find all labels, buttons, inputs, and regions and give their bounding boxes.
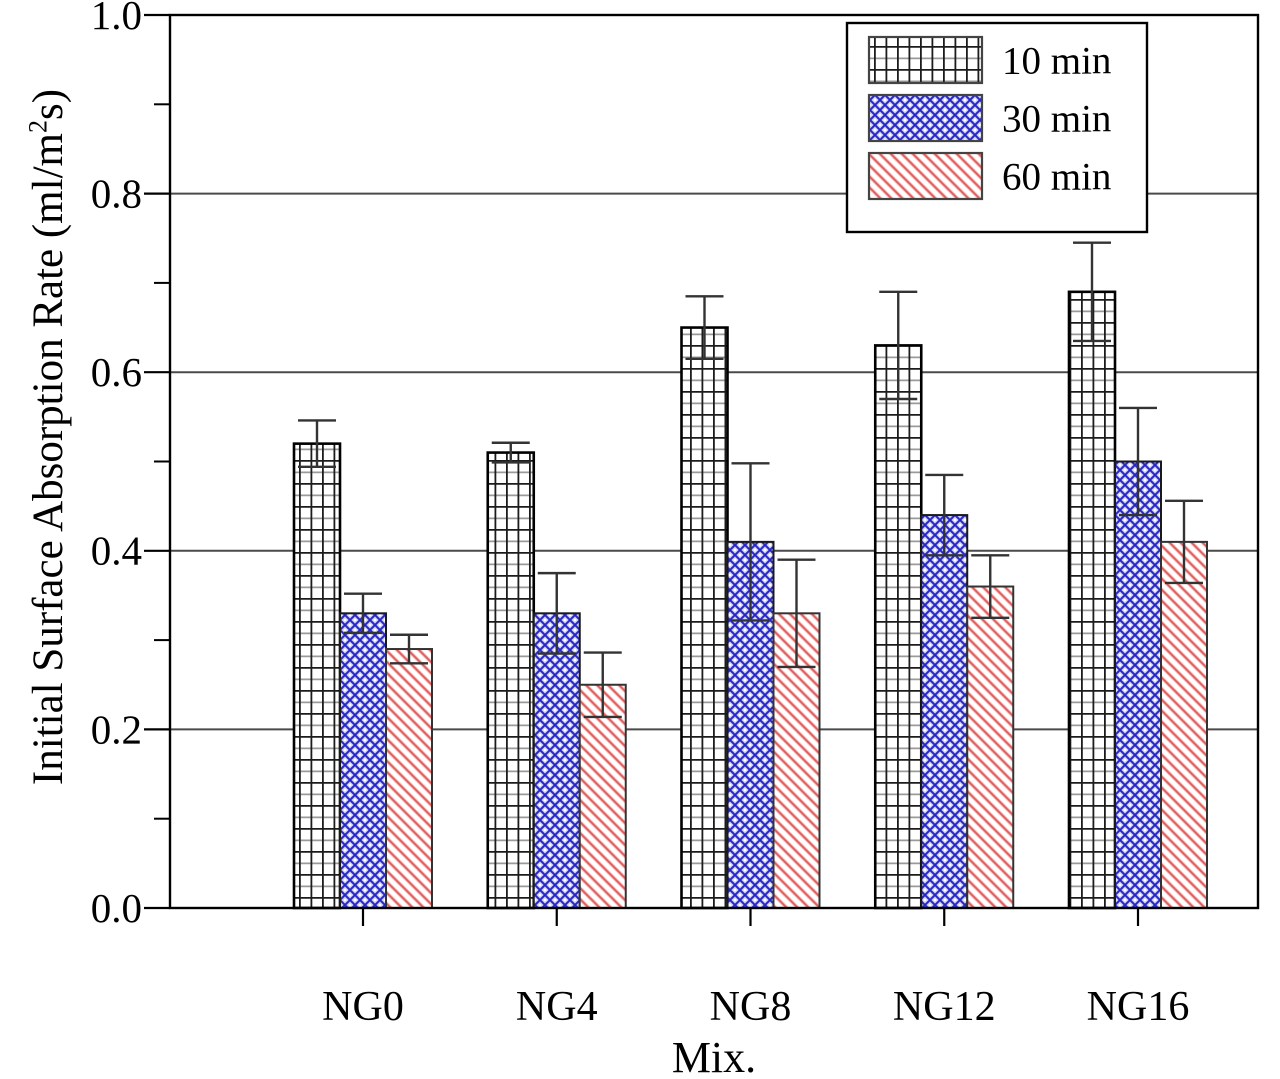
bar-30min-NG4 bbox=[532, 612, 581, 909]
bar-10min-NG4 bbox=[486, 451, 536, 910]
error-bar-60min-NG0 bbox=[390, 633, 428, 665]
legend-label-10min: 10 min bbox=[1002, 39, 1111, 82]
error-bar-10min-NG12 bbox=[879, 290, 918, 401]
error-bar-30min-NG12 bbox=[925, 473, 964, 557]
bar-60min-NG4 bbox=[578, 683, 627, 909]
bar-30min-NG0 bbox=[339, 612, 387, 909]
bar-10min-NG16 bbox=[1067, 290, 1117, 910]
error-bar-10min-NG8 bbox=[685, 295, 724, 361]
bar-10min-NG0 bbox=[292, 442, 342, 910]
error-bar-30min-NG4 bbox=[537, 571, 576, 655]
bar-30min-NG12 bbox=[920, 514, 969, 910]
error-bar-10min-NG16 bbox=[1073, 241, 1111, 343]
error-bar-60min-NG16 bbox=[1165, 499, 1203, 585]
error-bar-30min-NG16 bbox=[1119, 406, 1157, 517]
y-axis-title-text: Initial Surface Absorption Rate (ml/m bbox=[24, 133, 72, 786]
bar-60min-NG16 bbox=[1160, 540, 1208, 909]
error-bar-30min-NG8 bbox=[731, 462, 770, 622]
y-tick-label-1: 1.0 bbox=[91, 0, 142, 38]
y-tick-label-0.4: 0.4 bbox=[91, 528, 142, 574]
y-tick-label-0.6: 0.6 bbox=[91, 349, 142, 395]
x-tick-label-NG8: NG8 bbox=[710, 984, 792, 1030]
legend-label-30min: 30 min bbox=[1002, 97, 1111, 140]
error-bar-60min-NG4 bbox=[583, 651, 622, 719]
legend-swatch-10min bbox=[867, 35, 984, 85]
legend-label-60min: 60 min bbox=[1002, 155, 1111, 198]
y-tick-label-0.8: 0.8 bbox=[91, 171, 142, 217]
bar-60min-NG12 bbox=[966, 585, 1015, 910]
y-axis-title: Initial Surface Absorption Rate (ml/m2s) bbox=[11, 0, 72, 884]
error-bar-60min-NG12 bbox=[971, 554, 1010, 619]
x-axis-title: Mix. bbox=[671, 1033, 757, 1079]
bar-30min-NG16 bbox=[1114, 460, 1162, 909]
bar-10min-NG12 bbox=[873, 344, 923, 910]
x-tick-label-NG16: NG16 bbox=[1087, 984, 1190, 1030]
x-tick-label-NG12: NG12 bbox=[893, 984, 996, 1030]
y-axis-title-superscript: 2 bbox=[23, 120, 53, 134]
error-bar-10min-NG0 bbox=[298, 419, 336, 469]
legend-swatch-60min bbox=[867, 151, 984, 201]
y-axis-title-suffix: s) bbox=[24, 88, 72, 121]
y-tick-label-0: 0.0 bbox=[91, 885, 142, 931]
error-bar-60min-NG8 bbox=[777, 558, 816, 669]
x-tick-label-NG4: NG4 bbox=[516, 984, 598, 1030]
x-tick-label-NG0: NG0 bbox=[322, 984, 404, 1030]
legend-swatch-30min bbox=[867, 93, 984, 143]
error-bar-10min-NG4 bbox=[491, 441, 530, 464]
y-tick-label-0.2: 0.2 bbox=[91, 706, 142, 752]
bar-60min-NG0 bbox=[385, 648, 433, 910]
error-bar-30min-NG0 bbox=[344, 592, 382, 635]
bar-10min-NG8 bbox=[680, 326, 729, 910]
